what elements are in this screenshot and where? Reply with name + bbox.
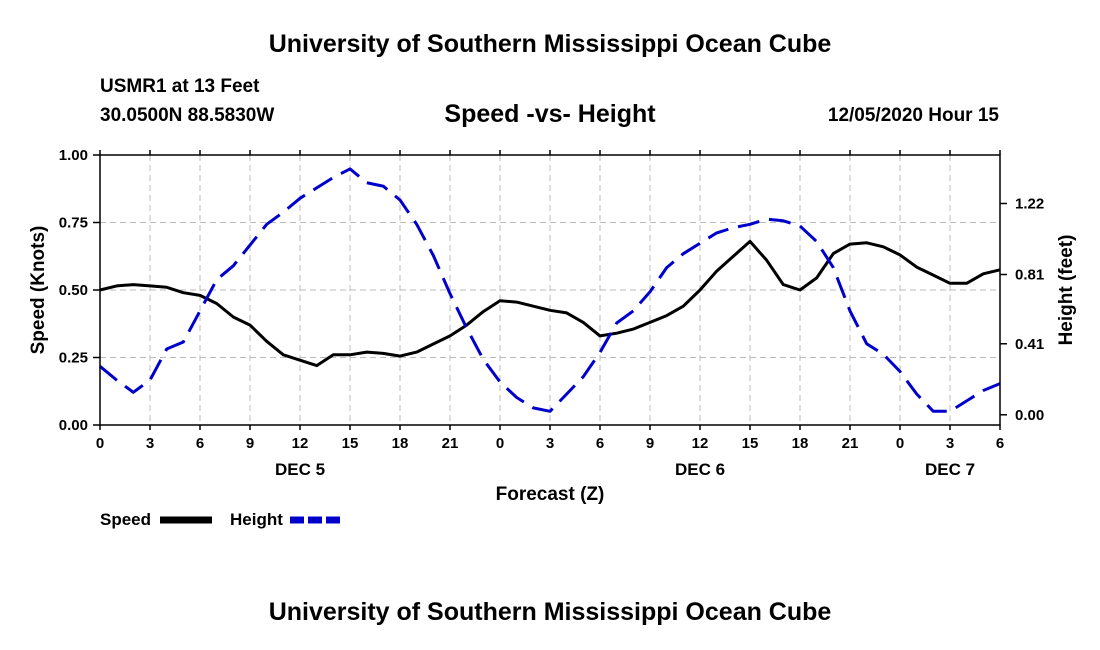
x-tick-label: 6 [996, 435, 1004, 452]
x-tick-label: 6 [196, 435, 204, 452]
x-tick-label: 6 [596, 435, 604, 452]
x-tick-label: 3 [146, 435, 154, 452]
x-tick-label: 0 [496, 435, 504, 452]
station-name: USMR1 at 13 Feet [100, 76, 260, 97]
y-tick-label: 0.75 [59, 215, 88, 232]
legend: Speed Height [100, 510, 342, 529]
y2-axis-title: Height (feet) [1056, 235, 1077, 346]
x-tick-label: 18 [392, 435, 409, 452]
day-label: DEC 7 [925, 460, 975, 479]
y-tick-label: 0.25 [59, 350, 88, 367]
timestamp: 12/05/2020 Hour 15 [827, 105, 999, 126]
y-tick-label: 1.00 [59, 147, 88, 164]
x-tick-label: 3 [946, 435, 954, 452]
main-title: University of Southern Mississippi Ocean… [268, 30, 832, 58]
y-tick-label: 0.00 [59, 417, 88, 434]
x-tick-label: 9 [246, 435, 254, 452]
grid [100, 155, 1000, 425]
day-label: DEC 5 [275, 460, 325, 479]
axis-labels: Forecast (Z) Speed (Knots) Height (feet) [28, 226, 1077, 505]
chart-title: Speed -vs- Height [444, 100, 656, 128]
x-tick-label: 15 [342, 435, 359, 452]
series-layer [99, 167, 1001, 413]
y-axis-title: Speed (Knots) [28, 226, 49, 355]
axes: 0 3 6 9 12 15 18 21 0 3 6 9 12 15 18 21 0 3 6 DEC 5 DEC 6 DEC… [59, 147, 1044, 479]
y2-tick-label: 0.41 [1015, 336, 1044, 353]
x-tick-label: 0 [96, 435, 104, 452]
x-tick-label: 12 [692, 435, 709, 452]
x-tick-label: 15 [742, 435, 759, 452]
x-axis-title: Forecast (Z) [496, 484, 605, 505]
x-tick-label: 0 [896, 435, 904, 452]
footer-title: University of Southern Mississippi Ocean… [268, 598, 832, 626]
height-series-line [99, 167, 1001, 413]
y2-tick-label: 1.22 [1015, 195, 1044, 212]
y2-tick-label: 0.81 [1015, 266, 1044, 283]
x-tick-label: 3 [546, 435, 554, 452]
x-tick-label: 18 [792, 435, 809, 452]
y2-tick-label: 0.00 [1015, 407, 1044, 424]
legend-height-label: Height [230, 510, 283, 529]
station-coords: 30.0500N 88.5830W [100, 105, 275, 126]
x-tick-label: 9 [646, 435, 654, 452]
x-tick-label: 12 [292, 435, 309, 452]
x-tick-label: 21 [842, 435, 859, 452]
x-tick-label: 21 [442, 435, 459, 452]
day-label: DEC 6 [675, 460, 725, 479]
speed-series-line [99, 239, 1001, 368]
legend-speed-label: Speed [100, 510, 151, 529]
y-tick-label: 0.50 [59, 282, 88, 299]
